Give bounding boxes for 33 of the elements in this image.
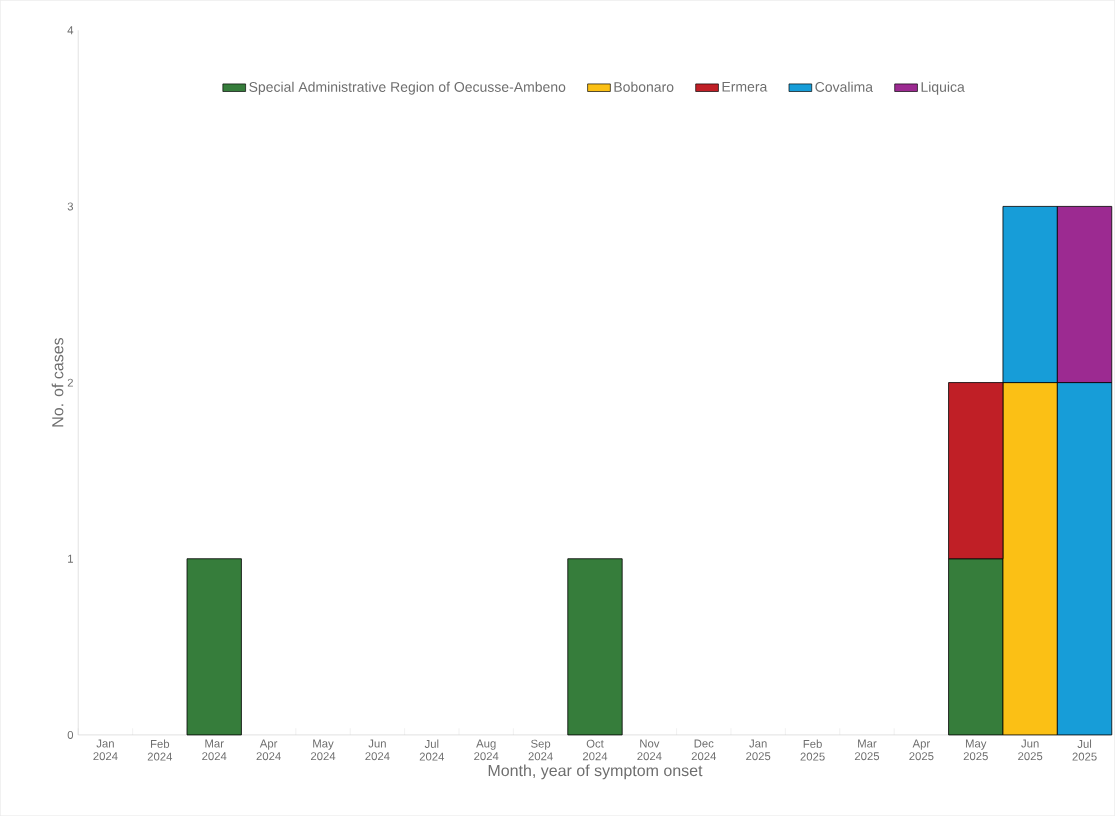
x-tick-label: Apr 2024 (256, 739, 281, 761)
y-tick-label: 4 (67, 26, 74, 35)
legend-label: Bobonaro (614, 81, 674, 92)
x-tick-label: Jul 2024 (419, 739, 445, 761)
x-tick-label: Jun 2024 (365, 739, 390, 761)
legend-label: Liquica (921, 81, 965, 95)
x-tick-label: Nov 2024 (637, 739, 662, 761)
legend-label: Special Administrative Region of Oecusse-Ambeno (249, 81, 566, 95)
x-tick-label: Jul 2025 (1072, 739, 1097, 761)
legend-label: Covalima (815, 81, 874, 92)
y-tick-label: 3 (67, 202, 74, 211)
x-tick-label: May 2025 (963, 739, 988, 761)
x-tick-label: Oct 2024 (582, 739, 608, 761)
y-tick-label: 0 (67, 730, 74, 739)
bar (567, 558, 623, 736)
x-tick-label: Jan 2024 (93, 739, 118, 761)
y-tick-label: 1 (68, 554, 73, 563)
x-tick-label: May 2024 (310, 739, 336, 761)
x-tick-label: Jan 2025 (746, 739, 771, 761)
legend-label: Ermera (722, 81, 768, 92)
bar (186, 558, 242, 736)
x-tick-label: Jun 2025 (1018, 739, 1043, 761)
x-tick-label: Sep 2024 (528, 739, 553, 761)
x-tick-label: Dec 2024 (691, 739, 717, 761)
x-tick-label: Mar 2024 (202, 739, 227, 761)
y-tick-label: 2 (67, 378, 73, 387)
x-tick-label: Feb 2024 (147, 739, 173, 761)
x-tick-label: Mar 2025 (854, 739, 880, 761)
x-tick-label: Aug 2024 (474, 739, 499, 761)
x-tick-label: Feb 2025 (800, 739, 825, 761)
x-axis-title: Month, year of symptom onset (488, 764, 703, 780)
x-tick-label: Apr 2025 (909, 739, 934, 761)
y-axis-title: No. of cases (51, 337, 64, 427)
